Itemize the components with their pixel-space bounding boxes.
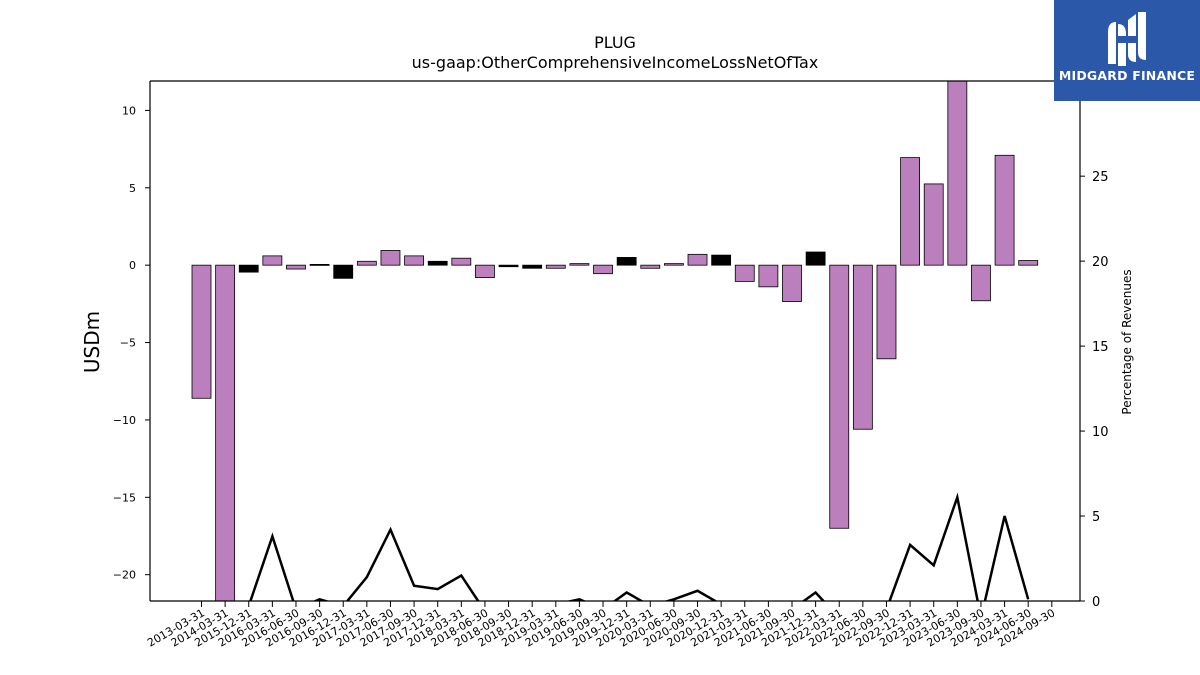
- y-tick-label: −5: [120, 337, 136, 350]
- y2-tick-label: 20: [1092, 255, 1109, 270]
- y-tick-label: −10: [113, 414, 136, 427]
- series-line: [249, 492, 1030, 601]
- bar: [829, 264, 850, 529]
- bar: [380, 250, 401, 266]
- y2-tick-label: 5: [1092, 510, 1100, 525]
- bar: [734, 264, 755, 282]
- bar: [687, 253, 708, 266]
- bar: [475, 264, 495, 278]
- bar: [1018, 260, 1039, 266]
- bar: [947, 80, 968, 266]
- bar: [569, 263, 590, 266]
- y-axis-label: USDm: [80, 311, 104, 373]
- bar: [427, 260, 448, 266]
- y-tick-label: 5: [129, 182, 136, 195]
- y-tick-label: −15: [113, 491, 136, 504]
- y-tick-label: −20: [113, 569, 136, 582]
- y2-tick-label: 15: [1092, 340, 1109, 355]
- tick-layer: 1050−5−10−15−200510152025302013-03-31201…: [113, 85, 1109, 649]
- bar: [545, 264, 566, 269]
- bar: [522, 264, 543, 269]
- bar: [852, 264, 873, 430]
- bar-layer: [191, 80, 1039, 602]
- bar: [593, 264, 613, 275]
- bar: [994, 154, 1015, 266]
- bar: [333, 264, 354, 279]
- chart-title: PLUG: [594, 33, 636, 52]
- brand-logo: MIDGARD FINANCE: [1054, 0, 1200, 101]
- bar: [238, 264, 259, 273]
- bar: [876, 264, 897, 360]
- bar: [664, 263, 684, 266]
- bar: [758, 264, 779, 288]
- bar: [191, 264, 212, 399]
- y-tick-label: 0: [129, 259, 136, 272]
- bar: [805, 251, 826, 266]
- bar: [711, 254, 732, 266]
- midgard-logo-icon: [1108, 12, 1146, 66]
- bar: [215, 264, 236, 602]
- bar: [971, 264, 991, 302]
- bar: [404, 255, 424, 266]
- bar: [451, 257, 472, 266]
- bar: [900, 157, 920, 266]
- chart-subtitle: us-gaap:OtherComprehensiveIncomeLossNetO…: [412, 53, 819, 72]
- y-tick-label: 10: [122, 104, 136, 117]
- bar: [286, 264, 306, 270]
- bar: [309, 263, 330, 266]
- bar: [923, 183, 944, 266]
- y2-tick-label: 25: [1092, 170, 1109, 185]
- bar: [616, 257, 637, 266]
- axes: [149, 80, 1081, 602]
- bar: [262, 255, 283, 266]
- bar: [498, 264, 519, 268]
- logo-text: MIDGARD FINANCE: [1058, 68, 1196, 83]
- y2-axis-label: Percentage of Revenues: [1120, 269, 1134, 414]
- bar: [640, 264, 661, 269]
- bar: [782, 264, 802, 302]
- line-layer: [249, 492, 1030, 601]
- y2-tick-label: 10: [1092, 425, 1109, 440]
- y2-tick-label: 0: [1092, 595, 1100, 610]
- bar: [356, 260, 377, 266]
